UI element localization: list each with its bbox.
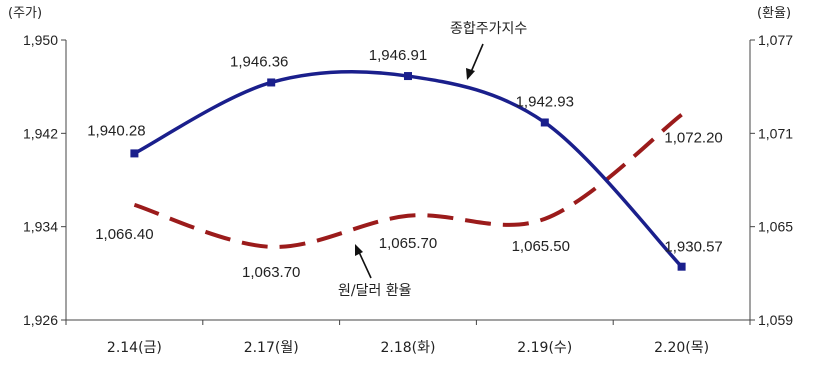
exchange-arrow-head bbox=[355, 244, 363, 256]
kospi-data-label: 1,946.91 bbox=[369, 47, 427, 64]
left-axis-unit: (주가) bbox=[8, 6, 42, 21]
x-category-label: 2.18(화) bbox=[381, 340, 436, 356]
kospi-point-marker bbox=[267, 78, 276, 87]
kospi-data-label: 1,940.28 bbox=[87, 122, 145, 139]
exchange-data-label: 1,063.70 bbox=[242, 264, 300, 281]
kospi-data-label: 1,946.36 bbox=[230, 53, 288, 70]
left-tick-label: 1,926 bbox=[23, 312, 58, 328]
kospi-data-label: 1,942.93 bbox=[516, 93, 574, 110]
x-axis-categories: 2.14(금) 2.17(월) 2.18(화) 2.19(수) 2.20(목) bbox=[65, 320, 751, 356]
exchange-annotation-label: 원/달러 환율 bbox=[338, 283, 412, 299]
right-tick-label: 1,059 bbox=[758, 312, 793, 328]
exchange-data-label: 1,072.20 bbox=[664, 130, 722, 147]
right-tick-label: 1,077 bbox=[758, 32, 793, 48]
kospi-point-marker bbox=[540, 118, 549, 127]
left-tick-label: 1,950 bbox=[23, 32, 58, 48]
exchange-annotation-arrow bbox=[358, 251, 372, 279]
left-tick-label: 1,934 bbox=[23, 219, 58, 235]
kospi-annotation-arrow bbox=[470, 43, 484, 73]
kospi-arrow-head bbox=[466, 68, 475, 80]
kospi-annotation-label: 종합주가지수 bbox=[450, 21, 527, 37]
data-labels: 1,940.28 1,946.36 1,946.91 1,942.93 1,930.57… bbox=[87, 47, 723, 281]
x-category-label: 2.20(목) bbox=[654, 340, 709, 356]
right-axis-unit: (환율) bbox=[757, 6, 791, 21]
x-category-label: 2.14(금) bbox=[107, 340, 162, 356]
series-kospi-markers bbox=[130, 72, 686, 271]
right-tick-label: 1,071 bbox=[758, 125, 793, 141]
left-axis-ticks: 1,926 1,934 1,942 1,950 bbox=[23, 32, 66, 328]
x-category-label: 2.17(월) bbox=[244, 340, 299, 356]
exchange-data-label: 1,065.50 bbox=[512, 238, 570, 255]
kospi-data-label: 1,930.57 bbox=[664, 239, 722, 256]
right-tick-label: 1,065 bbox=[758, 219, 793, 235]
exchange-data-label: 1,066.40 bbox=[95, 226, 153, 243]
kospi-point-marker bbox=[677, 262, 686, 271]
exchange-data-label: 1,065.70 bbox=[379, 235, 437, 252]
kospi-point-marker bbox=[404, 72, 412, 81]
left-tick-label: 1,942 bbox=[23, 125, 58, 141]
series-exchange-rate-line bbox=[133, 113, 683, 249]
series-kospi-line bbox=[133, 69, 683, 268]
kospi-point-marker bbox=[130, 149, 139, 158]
right-axis-ticks: 1,059 1,065 1,071 1,077 bbox=[750, 32, 793, 328]
x-category-label: 2.19(수) bbox=[517, 340, 572, 356]
